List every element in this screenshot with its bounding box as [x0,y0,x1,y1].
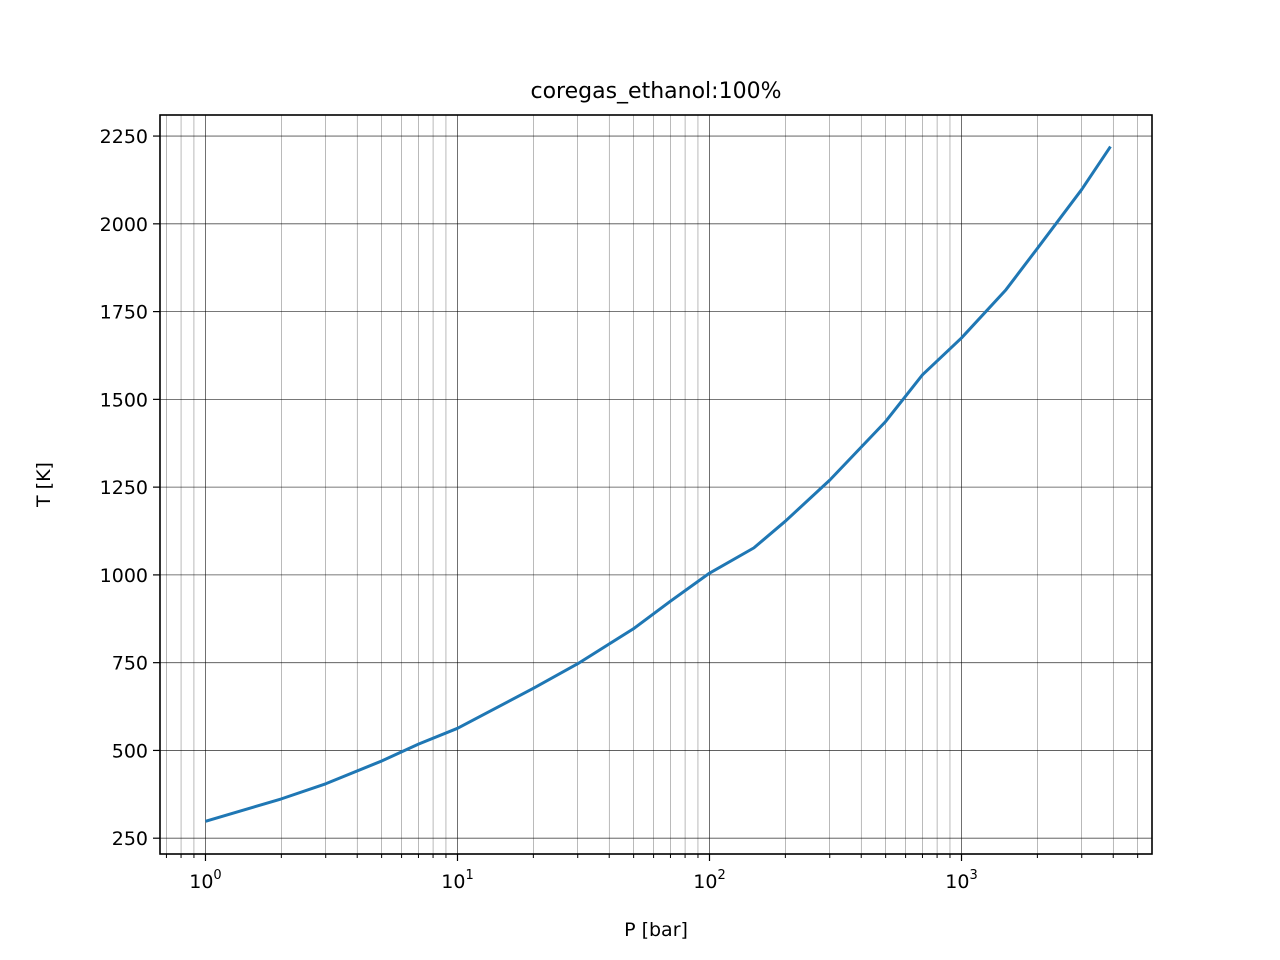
x-tick-label: 103 [945,868,977,893]
y-tick-label: 1750 [100,302,148,324]
y-tick-label: 1500 [100,389,148,411]
plot-frame [159,114,1153,855]
y-tick-label: 2000 [100,214,148,236]
y-tick-label: 250 [112,828,148,850]
y-tick-label: 2250 [100,126,148,148]
y-tick-label: 1250 [100,477,148,499]
series-line [205,145,1112,823]
x-tick-label: 101 [441,868,473,893]
y-tick-label: 1000 [100,565,148,587]
plot-lines [205,145,1112,823]
x-axis-label: P [bar] [624,919,688,941]
x-tick-label: 102 [693,868,725,893]
y-axis-label: T [K] [33,462,55,508]
y-tick-label: 500 [112,740,148,762]
minor-gridlines [166,115,1138,854]
chart-title: coregas_ethanol:100% [531,79,782,104]
x-axis-ticks: 100 101 102 103 [165,854,1139,893]
y-tick-label: 750 [112,653,148,675]
major-gridlines [160,115,1152,854]
y-axis-ticks: 250 500 750 1000 1250 1500 1750 2000 2250 [100,126,160,850]
x-tick-label: 100 [189,868,221,893]
